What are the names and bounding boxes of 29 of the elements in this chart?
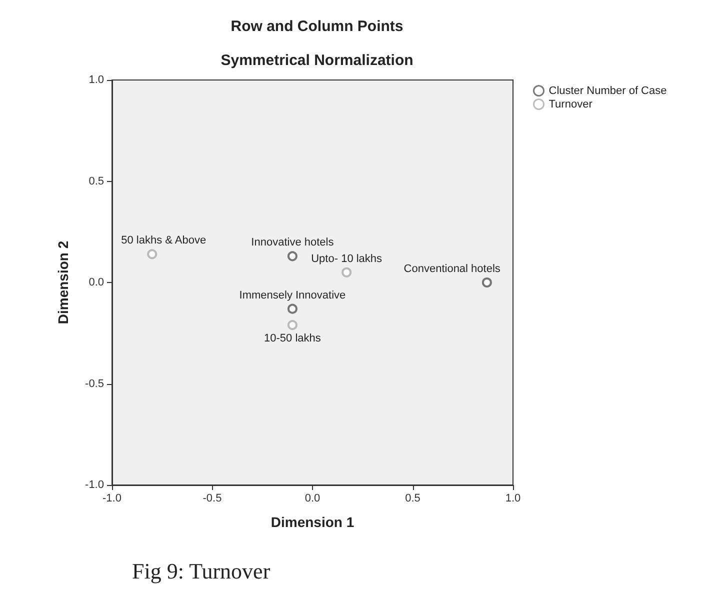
x-tick-label: 1.0	[505, 492, 521, 504]
chart-title: Row and Column Points	[230, 18, 404, 35]
y-tick-label: -0.5	[85, 378, 104, 390]
annotation: Innovative hotels	[251, 236, 334, 249]
point	[287, 251, 298, 262]
legend-label: Cluster Number of Case	[548, 84, 667, 97]
y-axis-title: Dimension 2	[55, 240, 71, 324]
annotation: Upto- 10 lakhs	[311, 252, 383, 265]
y-tick-label: 0.0	[88, 276, 104, 288]
annotation: Conventional hotels	[404, 263, 501, 275]
point	[482, 278, 492, 288]
x-tick-label: 0.5	[405, 492, 420, 504]
x-tick-label: -1.0	[102, 492, 122, 504]
legend-label: Turnover	[548, 98, 593, 110]
y-tick-label: 1.0	[88, 74, 104, 86]
y-tick-label: -1.0	[85, 479, 104, 491]
point	[287, 304, 298, 314]
annotation: 10-50 lakhs	[264, 332, 322, 345]
annotation: 50 lakhs & Above	[121, 234, 206, 247]
y-tick-label: 0.5	[88, 175, 104, 188]
annotation: Immensely Innovative	[239, 289, 346, 302]
x-axis-title: Dimension 1	[270, 514, 354, 530]
point	[287, 320, 298, 330]
point	[147, 249, 158, 260]
point	[342, 267, 352, 278]
x-tick-label: 0.0	[304, 492, 320, 504]
chart-subtitle: Symmetrical Normalization	[220, 52, 414, 69]
caption: Fig 9: Turnover	[132, 558, 271, 584]
x-tick-label: -0.5	[202, 492, 222, 504]
